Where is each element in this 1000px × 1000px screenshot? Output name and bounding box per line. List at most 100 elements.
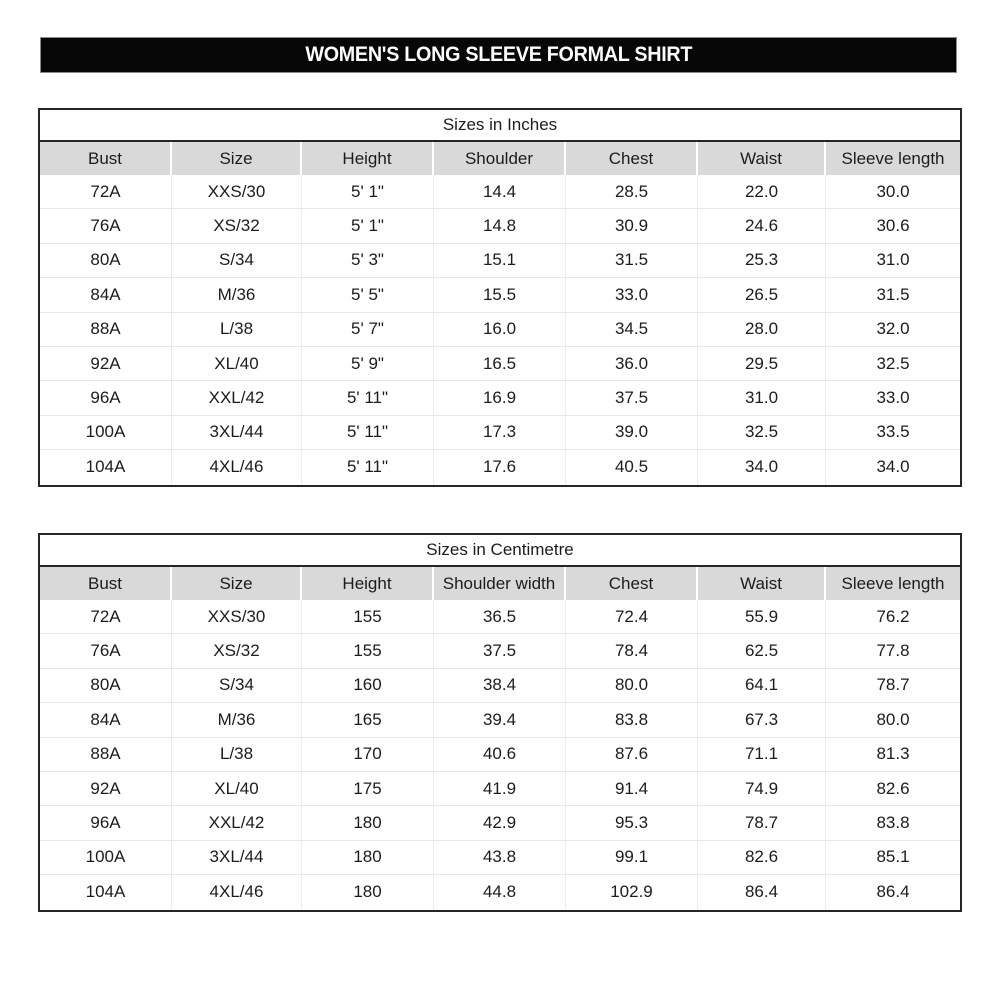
table-cell: 72A	[40, 175, 172, 210]
table-cell: S/34	[172, 668, 302, 704]
table-cell: 15.1	[434, 243, 566, 279]
table-row: Bust Size Height Shoulder width Chest Waist Sl…	[40, 567, 960, 600]
sizes-in-inches-table: Sizes in Inches Bust Size Height Shoulder Ch…	[38, 108, 962, 487]
sizes-in-centimetre-table: Sizes in Centimetre Bust Size Height Should…	[38, 533, 962, 912]
table-cell: 80.0	[826, 703, 960, 738]
product-title-banner: WOMEN'S LONG SLEEVE FORMAL SHIRT	[40, 37, 957, 73]
table-cell: 86.4	[826, 875, 960, 910]
table-cell: 86.4	[698, 875, 826, 910]
table-cell: 43.8	[434, 840, 566, 876]
table-cell: 33.5	[826, 415, 960, 451]
table-cell: 80A	[40, 668, 172, 704]
table-cell: 22.0	[698, 175, 826, 210]
table-cell: 104A	[40, 450, 172, 485]
table-row: 80A S/34 5' 3" 15.1 31.5 25.3 31.0	[40, 243, 960, 279]
table-cell: 26.5	[698, 278, 826, 313]
table-cell: 85.1	[826, 840, 960, 876]
table-cell: 3XL/44	[172, 415, 302, 451]
table-cell: 71.1	[698, 737, 826, 772]
table-cell: 17.6	[434, 450, 566, 485]
table-cell: 34.0	[826, 450, 960, 485]
table-cell: 82.6	[698, 840, 826, 876]
table-cell: 83.8	[826, 806, 960, 841]
table-cell: 91.4	[566, 771, 698, 807]
table-cell: M/36	[172, 703, 302, 738]
table-row: Bust Size Height Shoulder Chest Waist Sleeve l…	[40, 142, 960, 175]
table-row: 104A 4XL/46 5' 11" 17.6 40.5 34.0 34.0	[40, 450, 960, 485]
table-cell: 32.5	[698, 415, 826, 451]
table-cell: 102.9	[566, 875, 698, 910]
table-cell: 16.0	[434, 312, 566, 347]
table-cell: 72A	[40, 600, 172, 635]
table-cell: XS/32	[172, 634, 302, 669]
column-header: Height	[302, 142, 434, 175]
table-cell: 31.0	[826, 243, 960, 279]
table-cell: 31.5	[566, 243, 698, 279]
table-cell: 180	[302, 806, 434, 841]
table-cell: 78.7	[826, 668, 960, 704]
table-cell: 38.4	[434, 668, 566, 704]
column-header: Chest	[566, 567, 698, 600]
column-header: Shoulder width	[434, 567, 566, 600]
centimetre-table-header-row: Bust Size Height Shoulder width Chest Waist Sl…	[40, 567, 960, 600]
table-cell: 76A	[40, 209, 172, 244]
table-cell: 16.9	[434, 381, 566, 416]
table-cell: 92A	[40, 771, 172, 807]
table-row: 104A 4XL/46 180 44.8 102.9 86.4 86.4	[40, 875, 960, 910]
column-header: Chest	[566, 142, 698, 175]
table-cell: 100A	[40, 840, 172, 876]
table-cell: 74.9	[698, 771, 826, 807]
table-cell: 44.8	[434, 875, 566, 910]
table-cell: 88A	[40, 737, 172, 772]
table-cell: 5' 1"	[302, 175, 434, 210]
table-cell: 16.5	[434, 346, 566, 382]
column-header: Height	[302, 567, 434, 600]
table-cell: 84A	[40, 703, 172, 738]
table-cell: 42.9	[434, 806, 566, 841]
table-cell: 80A	[40, 243, 172, 279]
table-cell: 96A	[40, 806, 172, 841]
table-row: 84A M/36 5' 5" 15.5 33.0 26.5 31.5	[40, 278, 960, 313]
centimetre-table-body: 72A XXS/30 155 36.5 72.4 55.9 76.2 76A XS/32 155 3…	[40, 600, 960, 910]
table-cell: 36.0	[566, 346, 698, 382]
product-title: WOMEN'S LONG SLEEVE FORMAL SHIRT	[305, 43, 692, 66]
column-header: Sleeve length	[841, 148, 945, 168]
table-cell: 29.5	[698, 346, 826, 382]
table-row: 76A XS/32 155 37.5 78.4 62.5 77.8	[40, 634, 960, 669]
table-cell: 96A	[40, 381, 172, 416]
table-cell: 92A	[40, 346, 172, 382]
table-cell: 36.5	[434, 600, 566, 635]
table-row: 92A XL/40 5' 9" 16.5 36.0 29.5 32.5	[40, 346, 960, 382]
table-cell: 34.0	[698, 450, 826, 485]
column-header: Waist	[698, 567, 826, 600]
table-cell: 24.6	[698, 209, 826, 244]
table-cell: 170	[302, 737, 434, 772]
table-row: 96A XXL/42 5' 11" 16.9 37.5 31.0 33.0	[40, 381, 960, 416]
table-cell: 99.1	[566, 840, 698, 876]
column-header: Size	[172, 567, 302, 600]
column-header: Waist	[698, 142, 826, 175]
table-cell: XL/40	[172, 771, 302, 807]
table-cell: 5' 7"	[302, 312, 434, 347]
table-cell: 33.0	[826, 381, 960, 416]
table-cell: 95.3	[566, 806, 698, 841]
table-cell: XXL/42	[172, 381, 302, 416]
table-cell: 41.9	[434, 771, 566, 807]
table-cell: 40.5	[566, 450, 698, 485]
table-row: 72A XXS/30 155 36.5 72.4 55.9 76.2	[40, 600, 960, 635]
table-row: 100A 3XL/44 180 43.8 99.1 82.6 85.1	[40, 840, 960, 876]
table-cell: 5' 11"	[302, 381, 434, 416]
table-cell: 62.5	[698, 634, 826, 669]
inches-table-caption: Sizes in Inches	[40, 110, 960, 142]
table-cell: 78.4	[566, 634, 698, 669]
table-cell: 28.5	[566, 175, 698, 210]
table-cell: 55.9	[698, 600, 826, 635]
table-cell: 87.6	[566, 737, 698, 772]
column-header: Sleeve length	[841, 573, 945, 593]
table-cell: 5' 1"	[302, 209, 434, 244]
table-cell: 37.5	[434, 634, 566, 669]
table-cell: 78.7	[698, 806, 826, 841]
table-cell: 31.0	[698, 381, 826, 416]
table-row: 100A 3XL/44 5' 11" 17.3 39.0 32.5 33.5	[40, 415, 960, 451]
